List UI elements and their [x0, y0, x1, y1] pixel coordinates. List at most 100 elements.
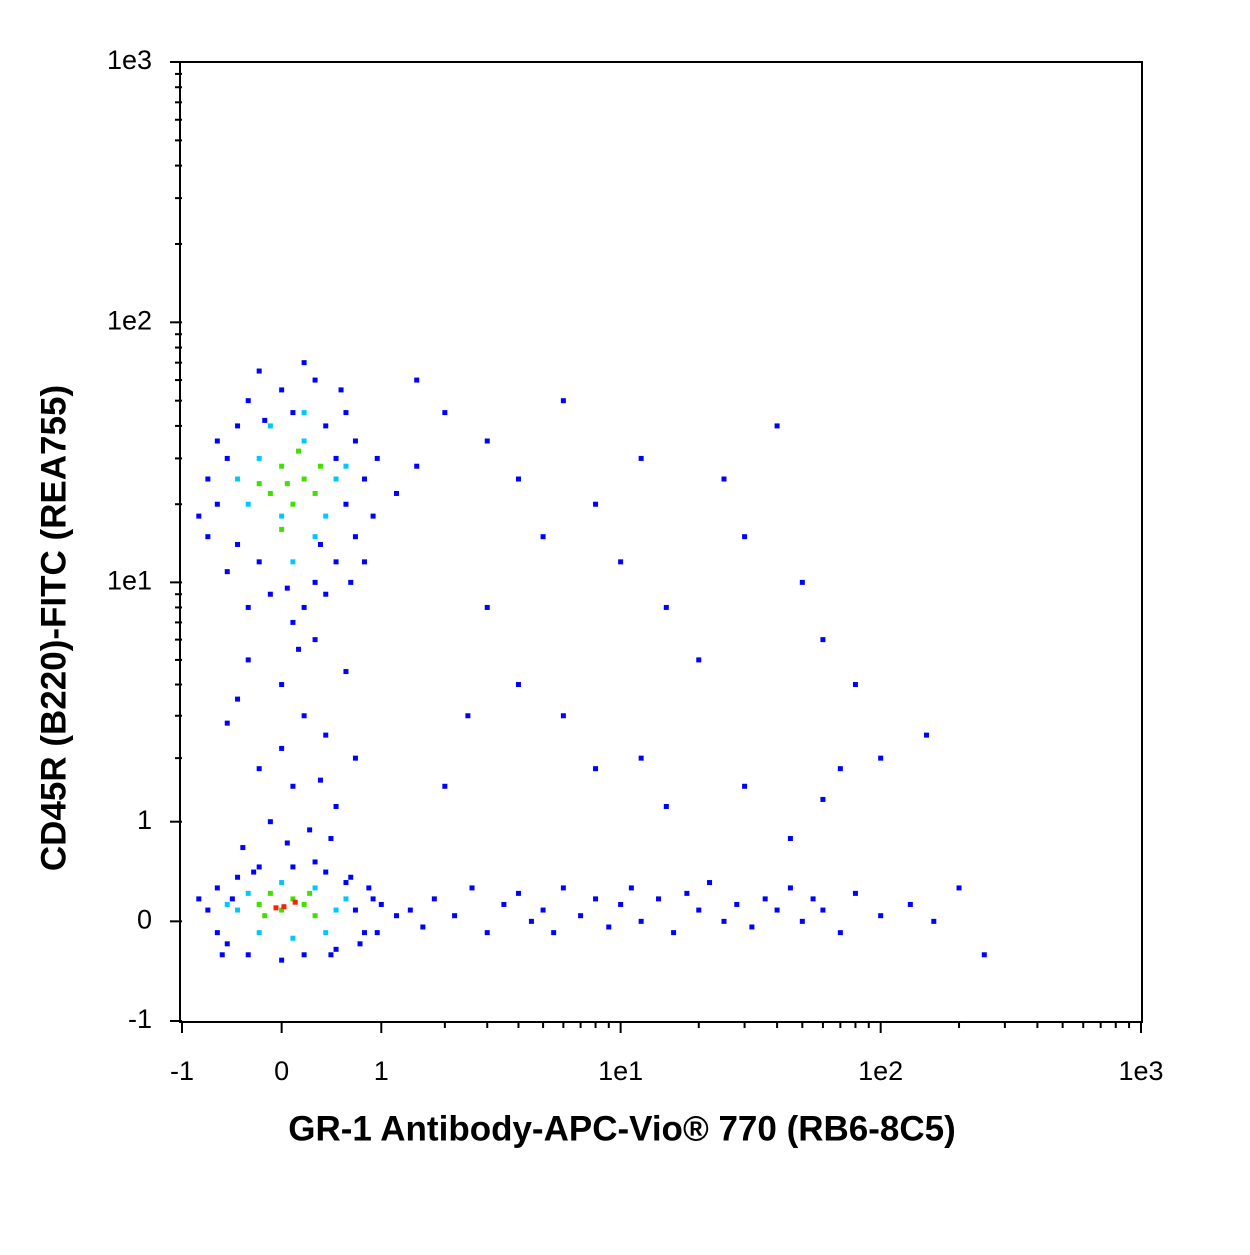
- dot: [235, 874, 241, 880]
- dot: [235, 423, 241, 429]
- dot: [370, 513, 376, 519]
- dot: [284, 481, 290, 487]
- dot: [484, 604, 490, 610]
- dot: [924, 732, 930, 738]
- dot: [312, 534, 318, 540]
- dot: [284, 585, 290, 591]
- dot: [205, 907, 211, 913]
- dot: [290, 559, 296, 565]
- dot: [343, 463, 349, 469]
- dot: [343, 896, 349, 902]
- dot: [578, 913, 584, 919]
- y-tick-label: 1e2: [107, 305, 152, 335]
- dot: [852, 682, 858, 688]
- dot: [343, 669, 349, 675]
- dot: [352, 907, 358, 913]
- dot: [469, 885, 475, 891]
- y-tick-label: 1: [137, 805, 152, 835]
- dot: [348, 874, 354, 880]
- dot: [799, 579, 805, 585]
- dot: [235, 541, 241, 547]
- dot: [684, 890, 690, 896]
- dot: [366, 885, 372, 891]
- dot: [820, 637, 826, 643]
- dot: [219, 952, 225, 958]
- dot: [734, 901, 740, 907]
- dot: [515, 476, 521, 482]
- dot: [431, 896, 437, 902]
- dot: [663, 604, 669, 610]
- dot: [290, 935, 296, 941]
- dot: [638, 918, 644, 924]
- dot: [878, 913, 884, 919]
- dot: [671, 930, 677, 936]
- x-tick-label: 1e3: [1118, 1056, 1163, 1086]
- dot: [852, 890, 858, 896]
- dot: [787, 836, 793, 842]
- x-tick-label: 0: [274, 1056, 289, 1086]
- dot: [224, 569, 230, 575]
- dot: [721, 918, 727, 924]
- dot: [235, 696, 241, 702]
- dot: [515, 682, 521, 688]
- dot: [256, 455, 262, 461]
- dot: [279, 387, 285, 393]
- dot: [465, 713, 471, 719]
- x-tick-label: -1: [170, 1056, 194, 1086]
- dot: [820, 907, 826, 913]
- dot: [245, 890, 251, 896]
- dot: [323, 732, 329, 738]
- y-tick-label: 1e3: [107, 45, 152, 75]
- x-tick-label: 1e1: [598, 1056, 643, 1086]
- dot: [312, 885, 318, 891]
- dot: [224, 455, 230, 461]
- dot: [442, 410, 448, 416]
- dot: [515, 890, 521, 896]
- dot: [618, 901, 624, 907]
- dot: [214, 885, 220, 891]
- dot: [279, 526, 285, 532]
- dot: [333, 476, 339, 482]
- dot: [279, 682, 285, 688]
- dot: [931, 918, 937, 924]
- dot: [224, 720, 230, 726]
- dot: [196, 513, 202, 519]
- dot: [196, 896, 202, 902]
- dot: [721, 476, 727, 482]
- dot: [361, 930, 367, 936]
- dot: [774, 907, 780, 913]
- dot: [290, 501, 296, 507]
- dot: [284, 840, 290, 846]
- y-axis-title: CD45R (B220)-FITC (REA755): [34, 385, 73, 871]
- dot: [245, 604, 251, 610]
- dot: [333, 559, 339, 565]
- dot: [378, 901, 384, 907]
- dot: [279, 957, 285, 963]
- dot: [352, 534, 358, 540]
- dot: [956, 885, 962, 891]
- dot: [224, 941, 230, 947]
- dot: [528, 918, 534, 924]
- dot: [214, 438, 220, 444]
- dot: [560, 713, 566, 719]
- dot: [762, 896, 768, 902]
- dot: [290, 410, 296, 416]
- dot: [235, 476, 241, 482]
- dot: [214, 501, 220, 507]
- dot: [333, 455, 339, 461]
- dot: [296, 646, 302, 652]
- dot: [323, 869, 329, 875]
- dot: [267, 591, 273, 597]
- x-axis-title: GR-1 Antibody-APC-Vio® 770 (RB6-8C5): [288, 1109, 956, 1148]
- dots: [196, 360, 987, 963]
- dot: [442, 783, 448, 789]
- dot: [312, 913, 318, 919]
- dot: [307, 827, 313, 833]
- dot: [501, 901, 507, 907]
- dot: [361, 559, 367, 565]
- dot: [907, 901, 913, 907]
- dot: [394, 490, 400, 496]
- dot: [333, 803, 339, 809]
- dot: [256, 766, 262, 772]
